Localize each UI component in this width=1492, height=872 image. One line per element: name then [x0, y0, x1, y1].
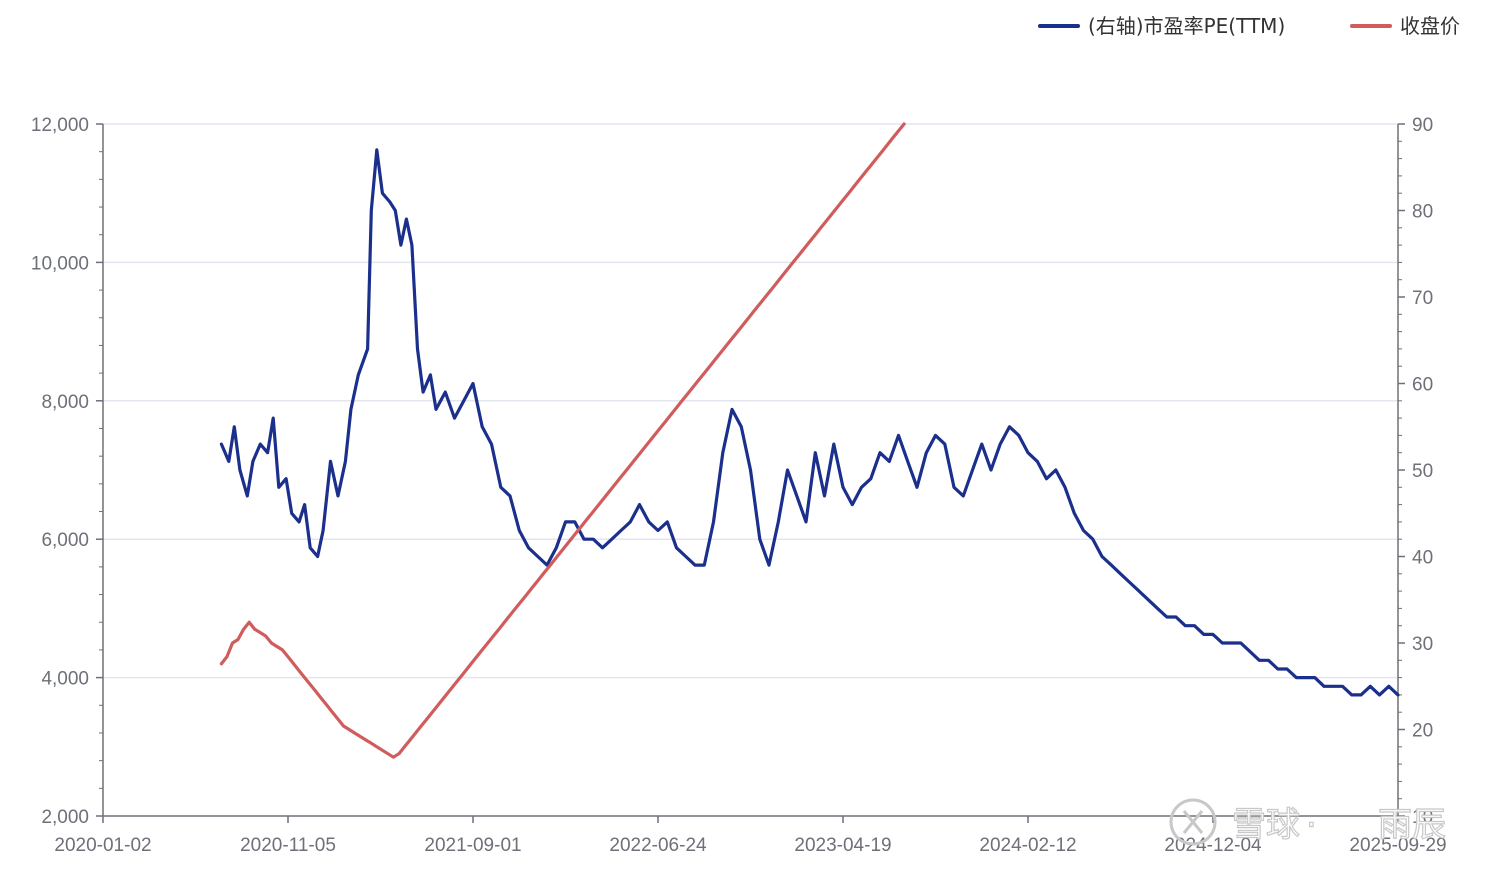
watermark: 雪球 · 雨辰 [1169, 798, 1447, 846]
horizontal-gridlines [103, 123, 1398, 679]
y-left-tick-label: 12,000 [31, 115, 89, 136]
legend-label-close: 收盘价 [1400, 14, 1460, 38]
y-left-tick-label: 4,000 [41, 669, 89, 690]
x-tick-label: 2023-04-19 [794, 835, 891, 856]
y-right-tick-label: 20 [1412, 721, 1433, 742]
x-tick-label: 2020-11-05 [240, 835, 336, 856]
x-tick-label: 2022-06-24 [609, 835, 707, 856]
chart-legend: (右轴)市盈率PE(TTM) 收盘价 [1038, 14, 1460, 38]
y-right-tick-label: 40 [1412, 548, 1433, 569]
y-left-tick-label: 2,000 [41, 807, 89, 828]
watermark-brand: 雪球 [1232, 805, 1300, 845]
y-right-tick-label: 10 [1412, 807, 1433, 828]
legend-label-pe: (右轴)市盈率PE(TTM) [1088, 14, 1285, 38]
y-right-tick-label: 70 [1412, 288, 1433, 309]
watermark-separator: · [1306, 805, 1317, 845]
x-tick-label: 2025-09-29 [1349, 835, 1446, 856]
legend-item-close[interactable]: 收盘价 [1350, 14, 1460, 38]
y-left-tick-label: 10,000 [31, 253, 89, 274]
series-lines [219, 122, 1400, 759]
y-right-tick-label: 50 [1412, 461, 1433, 482]
watermark-author: 雨辰 [1378, 805, 1446, 845]
y-left-tick-label: 8,000 [41, 392, 89, 413]
watermark-logo [1169, 798, 1217, 846]
legend-item-pe[interactable]: (右轴)市盈率PE(TTM) [1038, 14, 1285, 38]
left-y-axis: 2,000 4,000 6,000 8,000 10,000 12,000 [31, 115, 103, 828]
y-right-tick-label: 80 [1412, 202, 1433, 223]
x-tick-label: 2024-12-04 [1164, 835, 1262, 856]
x-tick-label: 2024-02-12 [979, 835, 1076, 856]
y-right-tick-label: 30 [1412, 634, 1433, 655]
series-line-pe [219, 148, 1400, 697]
series-line-close [219, 122, 906, 759]
x-tick-label: 2021-09-01 [424, 835, 521, 856]
y-left-tick-label: 6,000 [41, 530, 89, 551]
right-y-axis: 10 20 30 40 50 60 70 80 90 [1398, 115, 1433, 828]
x-axis: 2020-01-02 2020-11-05 2021-09-01 2022-06-24… [54, 816, 1447, 856]
y-right-tick-label: 60 [1412, 375, 1433, 396]
x-tick-label: 2020-01-02 [54, 835, 151, 856]
y-right-tick-label: 90 [1412, 115, 1433, 136]
